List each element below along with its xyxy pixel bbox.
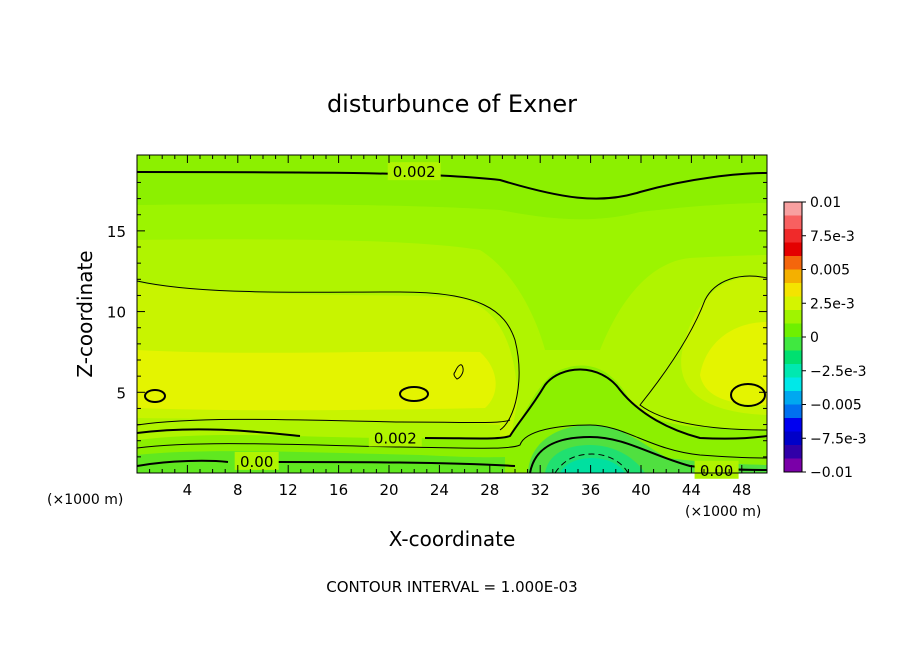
colorbar-swatch: [784, 350, 802, 365]
contour-mid: [137, 280, 520, 431]
y-tick-label: 10: [107, 304, 126, 322]
colorbar-swatch: [784, 391, 802, 405]
colorbar-swatch: [784, 458, 802, 473]
x-unit-right: (×1000 m): [685, 504, 761, 520]
x-tick-label: 4: [183, 481, 193, 499]
contour-right-loop: [639, 275, 767, 431]
dome-cyan-green: [560, 458, 625, 473]
chart-title: disturbunce of Exner: [327, 90, 577, 118]
x-tick-label: 20: [379, 481, 398, 499]
contour-label: 0.002: [374, 429, 417, 447]
y-tick-label: 15: [107, 223, 126, 241]
colorbar-label: −0.005: [810, 398, 862, 414]
colorbar-swatch: [784, 215, 802, 230]
contour-lines: [137, 171, 767, 473]
contour-low-thin: [137, 418, 511, 426]
band-yellow: [137, 350, 496, 411]
x-tick-label: 24: [430, 481, 449, 499]
y-axis: 5 10 15: [107, 181, 767, 458]
colorbar-swatch: [784, 242, 802, 257]
colorbar-swatch: [784, 323, 802, 338]
y-axis-label: Z-coordinate: [73, 250, 97, 377]
colorbar-swatch: [784, 310, 802, 324]
x-tick-label: 16: [329, 481, 348, 499]
colorbar-swatch: [784, 445, 802, 459]
contour-low-thin-2: [137, 424, 767, 459]
x-tick-label: 32: [531, 481, 550, 499]
colorbar-label: −7.5e-3: [810, 431, 867, 447]
colorbar-swatch: [784, 404, 802, 419]
colorbar-swatch: [784, 337, 802, 351]
colorbar-label: 0.005: [810, 263, 850, 279]
colorbar-swatch: [784, 256, 802, 270]
contour-upper: [137, 171, 767, 200]
contour-label-bg: [368, 428, 422, 447]
colorbar-label: 0: [810, 330, 819, 346]
contour-label: 0.002: [393, 163, 436, 181]
contour-dashed: [554, 453, 629, 473]
colorbar-swatch: [784, 202, 802, 216]
x-tick-label: 8: [233, 481, 243, 499]
colorbar-swatch: [784, 364, 802, 378]
x-axis: 4 8 12 16 20 24 28 32 36 40 44 48: [149, 155, 755, 499]
colorbar: 0.01 7.5e-3 0.005 2.5e-3 0 −2.5e-3 −0.005 −7.5e…: [783, 195, 867, 481]
colorbar-label: 0.01: [810, 195, 841, 211]
contour-interval-note: CONTOUR INTERVAL = 1.000E-03: [326, 578, 577, 596]
contour-002-low: [137, 368, 767, 440]
y-tick-label: 5: [116, 384, 126, 402]
x-tick-label: 44: [682, 481, 701, 499]
contour-blob-2: [399, 386, 429, 402]
x-tick-label: 28: [480, 481, 499, 499]
contour-fill: [137, 155, 767, 473]
contour-blob-3: [453, 364, 464, 380]
x-tick-label: 40: [631, 481, 650, 499]
contour-label: 0.00: [240, 453, 273, 471]
colorbar-swatch: [784, 283, 802, 297]
x-tick-label: 36: [581, 481, 600, 499]
colorbar-swatch: [784, 377, 802, 392]
colorbar-label: 2.5e-3: [810, 296, 855, 312]
colorbar-label: 7.5e-3: [810, 229, 855, 245]
contour-label-bg: [234, 451, 279, 470]
colorbar-swatch: [784, 431, 802, 446]
x-unit-left: (×1000 m): [47, 492, 123, 508]
contour-blob-1: [144, 389, 166, 403]
colorbar-label: −0.01: [810, 465, 853, 481]
x-tick-label: 12: [279, 481, 298, 499]
colorbar-swatch: [784, 269, 802, 284]
contour-blob-4: [730, 383, 766, 407]
x-axis-label: X-coordinate: [389, 527, 516, 551]
colorbar-swatch: [784, 296, 802, 311]
colorbar-label: −2.5e-3: [810, 364, 867, 380]
colorbar-swatch: [784, 418, 802, 432]
contour-label-bg: [387, 162, 441, 181]
colorbar-swatch: [784, 229, 802, 243]
x-tick-label: 48: [732, 481, 751, 499]
